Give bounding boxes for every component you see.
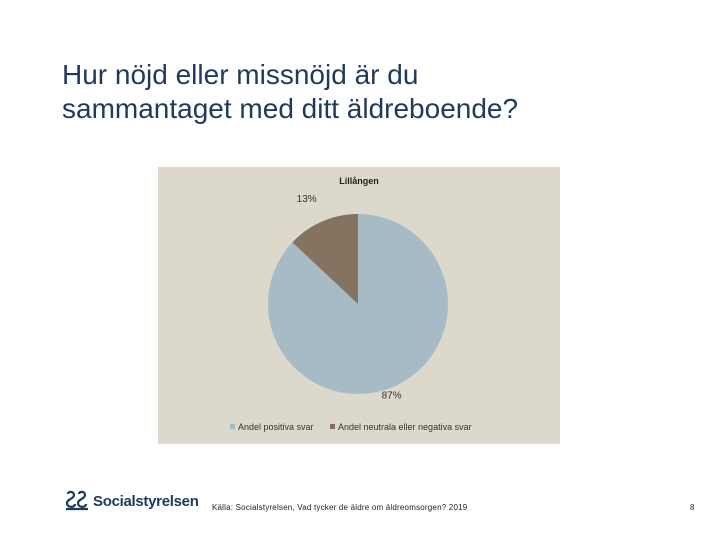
page-number: 8 (690, 503, 695, 512)
socialstyrelsen-logo-icon (65, 490, 88, 511)
logo-text: Socialstyrelsen (93, 492, 199, 510)
logo: Socialstyrelsen (64, 488, 199, 514)
legend-label-neutral-negative: Andel neutrala eller negativa svar (338, 422, 472, 432)
slide-title-line-2: sammantaget med ditt äldreboende? (62, 93, 519, 124)
slide-title-line-1: Hur nöjd eller missnöjd är du (62, 59, 419, 90)
legend-swatch-positive (230, 424, 235, 429)
pie-slice-positive (268, 214, 449, 394)
data-label-neutral-negative: 13% (297, 194, 317, 205)
legend-swatch-neutral-negative (330, 424, 335, 429)
chart-title: Lillången (339, 176, 379, 186)
source-note: Källa: Socialstyrelsen, Vad tycker de äl… (212, 503, 468, 512)
legend-label-positive: Andel positiva svar (238, 422, 314, 432)
pie-slice-neutral-negative (292, 214, 358, 304)
chart-panel: Lillången 87% 13% Andel positiva svar Ande… (158, 167, 560, 444)
pie-chart: Lillången 87% 13% Andel positiva svar Ande… (230, 176, 472, 432)
slide-title: Hur nöjd eller missnöjd är du sammantage… (62, 58, 682, 126)
data-label-positive: 87% (382, 391, 402, 402)
